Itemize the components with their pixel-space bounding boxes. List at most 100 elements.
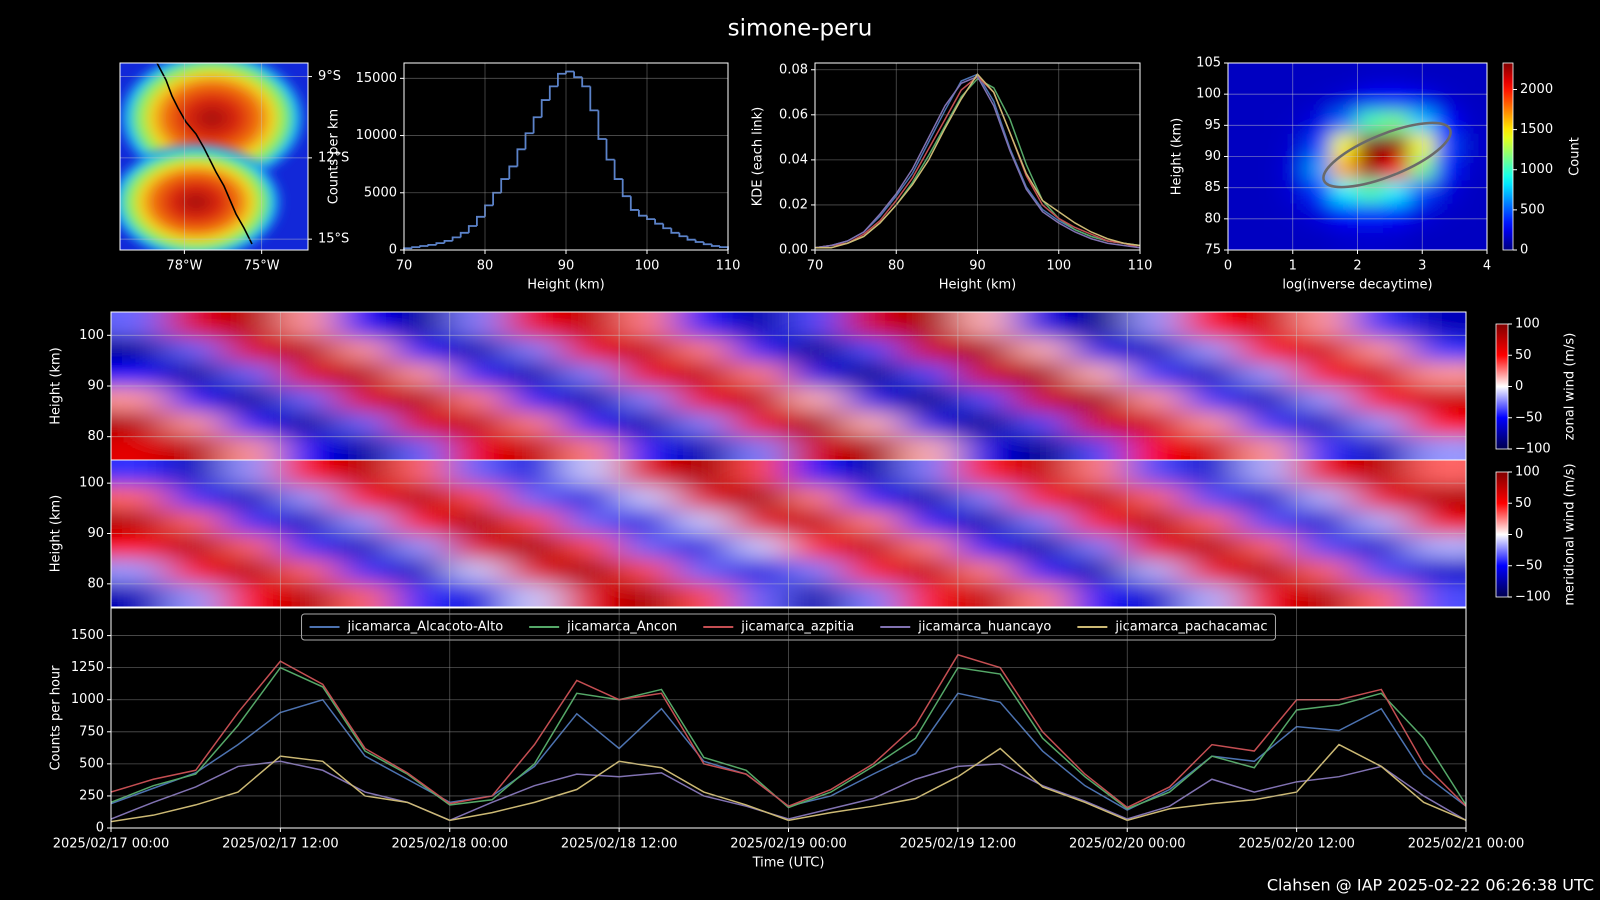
y-tick-label: 80 (87, 429, 104, 444)
y-tick-label: 0 (96, 821, 104, 836)
histogram-step (516, 148, 526, 167)
heatmap-cell (279, 460, 338, 485)
heatmap-cell (844, 434, 902, 460)
heatmap-cell (336, 484, 394, 510)
heatmap-cell (1460, 63, 1487, 87)
heatmap-cell (111, 557, 168, 583)
y-tick-label: 15°S (318, 232, 349, 247)
heatmap-cell (618, 533, 677, 559)
heatmap-cell (1013, 508, 1072, 534)
y-tick-label: 95 (1204, 118, 1221, 133)
heatmap-cell (505, 582, 564, 607)
contour (1322, 121, 1452, 189)
heatmap-cell (1013, 434, 1072, 460)
heatmap-cell (562, 484, 620, 510)
heatmap-cell (562, 336, 620, 362)
heatmap-cell (1228, 202, 1255, 228)
heatmap-cell (1409, 484, 1466, 510)
heatmap-cell (336, 385, 394, 412)
heatmap-cell (449, 557, 507, 583)
colorbar-tick-label: 500 (1520, 202, 1545, 217)
heatmap-cell (731, 434, 789, 460)
heatmap-cell (166, 484, 225, 510)
heatmap-cell (1013, 582, 1072, 607)
heatmap-cell (1296, 360, 1354, 387)
heatmap-cell (1305, 85, 1333, 111)
heatmap-cell (844, 312, 902, 338)
heatmap-cell (1305, 226, 1333, 250)
heatmap-cell (1126, 484, 1185, 510)
heatmap-cell (1239, 410, 1298, 436)
x-tick-label: 90 (558, 259, 575, 274)
heatmap-cell (1239, 484, 1298, 510)
heatmap-cell (449, 360, 507, 387)
colorbar (1495, 471, 1509, 598)
heatmap-cell (279, 385, 338, 412)
colorbar-tick-label: −50 (1515, 410, 1542, 425)
heatmap-cell (1183, 360, 1241, 387)
colorbar-tick-label: −50 (1515, 558, 1542, 573)
heatmap-cell (1228, 63, 1255, 87)
heatmap-cell (1013, 312, 1072, 338)
y-axis-label: Height (km) (49, 495, 64, 572)
heatmap-cell (1296, 484, 1354, 510)
heatmap-cell (1013, 336, 1072, 362)
heatmap-cell (223, 508, 281, 534)
heatmap-cell (675, 460, 733, 485)
heatmap-cell (111, 336, 168, 362)
heatmap-cell (1126, 410, 1185, 436)
colorbar-label: zonal wind (m/s) (1563, 333, 1578, 441)
histogram-step (532, 116, 542, 134)
heatmap-cell (336, 557, 394, 583)
x-tick-label: 70 (807, 259, 824, 274)
y-tick-label: 1000 (71, 692, 104, 707)
heatmap-cell (1382, 85, 1410, 111)
heatmap-cell (957, 484, 1015, 510)
heatmap-cell (166, 385, 225, 412)
heatmap-cells (111, 460, 1466, 607)
axes-frame (403, 62, 729, 251)
heatmap-cell (788, 484, 846, 510)
heatmap-cell (1434, 202, 1462, 228)
heatmap-cell (618, 312, 677, 338)
heatmap-cell (1352, 460, 1411, 485)
heatmap-cell (111, 460, 168, 485)
heatmap-cell (900, 508, 959, 534)
heatmap-cell (618, 460, 677, 485)
heatmap-cell (1239, 336, 1298, 362)
heatmap-cell (336, 336, 394, 362)
histogram-step (589, 86, 599, 112)
heatmap-cell (1183, 336, 1241, 362)
colorbar-tick-label: 2000 (1520, 82, 1553, 97)
heatmap-cell (562, 460, 620, 485)
heatmap-cell (505, 312, 564, 338)
heatmap-cell (675, 312, 733, 338)
heatmap-cell (1183, 460, 1241, 485)
histogram-step (419, 245, 429, 248)
y-tick-label: 90 (87, 379, 104, 394)
heatmap-cell (111, 410, 168, 436)
y-tick-label: 0.02 (779, 197, 808, 212)
y-tick-label: 9°S (318, 69, 341, 84)
histogram-step (597, 110, 607, 140)
heatmap-cell (1070, 336, 1128, 362)
x-tick-label: 2025/02/19 12:00 (900, 837, 1017, 852)
y-tick-label: 100 (1196, 87, 1221, 102)
heatmap-cell (844, 336, 902, 362)
heatmap-cell (1253, 85, 1281, 111)
heatmap-cell (562, 434, 620, 460)
heatmap-cell (1460, 132, 1487, 157)
heatmap-cell (1253, 226, 1281, 250)
heatmap-cell (336, 434, 394, 460)
histogram-step (605, 138, 615, 161)
heatmap-cell (1183, 484, 1241, 510)
heatmap-cell (279, 582, 338, 607)
y-tick-label: 1500 (71, 628, 104, 643)
histogram-step (467, 225, 477, 233)
heatmap-cell (1434, 226, 1462, 250)
heatmap-cell (449, 410, 507, 436)
heatmap-cell (1352, 385, 1411, 412)
heatmap-cell (223, 312, 281, 338)
heatmap-cell (957, 533, 1015, 559)
heatmap-cell (392, 533, 451, 559)
